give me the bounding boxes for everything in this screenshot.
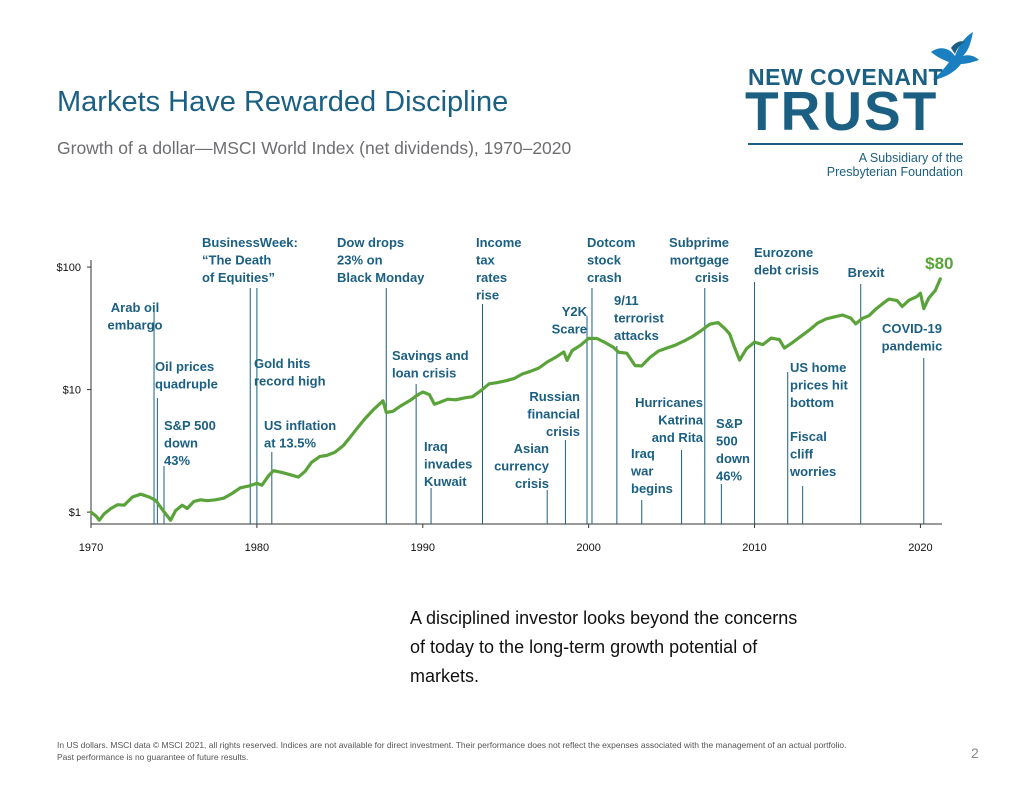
annotation-label: Eurozone: [754, 245, 813, 260]
annotation-label: Y2K: [562, 304, 588, 319]
logo-name-top: NEW COVENANT: [748, 64, 944, 90]
annotation-label: attacks: [614, 328, 659, 343]
footnote-line-1: In US dollars. MSCI data © MSCI 2021, al…: [57, 740, 847, 750]
y-tick-label: $10: [63, 385, 81, 397]
annotation-label: COVID-19: [882, 321, 942, 336]
logo-tagline-2: Presbyterian Foundation: [826, 165, 963, 180]
annotation-label: tax: [476, 253, 496, 268]
page-subtitle: Growth of a dollar—MSCI World Index (net…: [57, 138, 572, 158]
annotation-label: Black Monday: [337, 270, 425, 285]
annotation-label: Dow drops: [337, 235, 404, 250]
annotation-label: 43%: [164, 453, 190, 468]
annotation-label: of Equities”: [202, 270, 275, 285]
logo-tagline: A Subsidiary of the Presbyterian Foundat…: [827, 151, 963, 180]
annotation-label: US home: [790, 360, 846, 375]
annotation-label: terrorist: [614, 311, 665, 326]
annotation-label: Russian: [529, 389, 580, 404]
growth-line: [89, 277, 942, 522]
annotation-label: 500: [716, 434, 738, 449]
annotation-label: crisis: [515, 476, 549, 491]
annotation-label: down: [716, 451, 750, 466]
end-value-label: $80: [925, 254, 953, 273]
annotation-label: bottom: [790, 395, 834, 410]
y-tick-label: $100: [57, 262, 81, 274]
annotation-label: cliff: [790, 447, 814, 462]
annotation-label: Asian: [514, 441, 549, 456]
annotation-label: at 13.5%: [264, 436, 316, 451]
x-tick-label: 2000: [576, 542, 600, 554]
footnote: In US dollars. MSCI data © MSCI 2021, al…: [57, 739, 846, 763]
logo-divider: [748, 143, 963, 145]
annotation-label: Gold hits: [254, 356, 310, 371]
annotation-label: and Rita: [652, 430, 704, 445]
annotation-label: crisis: [695, 270, 729, 285]
annotation-label: stock: [587, 253, 622, 268]
annotation-label: war: [630, 464, 653, 479]
annotation-label: Oil prices: [155, 359, 214, 374]
annotation-label: quadruple: [155, 377, 218, 392]
annotation-label: mortgage: [670, 253, 729, 268]
annotation-label: Katrina: [658, 413, 704, 428]
annotation-label: “The Death: [202, 253, 271, 268]
annotation-label: US inflation: [264, 418, 336, 433]
annotation-label: Income: [476, 235, 522, 250]
annotation-label: Scare: [552, 322, 587, 337]
y-tick-label: $1: [69, 507, 81, 519]
page-number: 2: [971, 745, 979, 761]
annotation-label: currency: [494, 459, 550, 474]
discipline-quote: A disciplined investor looks beyond the …: [410, 608, 798, 686]
x-tick-label: 2020: [908, 542, 932, 554]
annotation-label: S&P: [716, 416, 743, 431]
annotation-label: embargo: [108, 318, 163, 333]
x-tick-label: 1980: [245, 542, 269, 554]
logo-name-main: TRUST: [745, 80, 939, 142]
brand-logo: NEW COVENANT TRUST A Subsidiary of the P…: [745, 26, 985, 186]
page-title: Markets Have Rewarded Discipline: [57, 86, 509, 118]
annotation-label: Dotcom: [587, 235, 635, 250]
footnote-line-2: Past performance is no guarantee of futu…: [57, 752, 249, 762]
annotation-label: 46%: [716, 469, 742, 484]
logo-tagline-1: A Subsidiary of the: [858, 151, 963, 165]
annotation-label: loan crisis: [392, 366, 456, 381]
annotation-label: BusinessWeek:: [202, 235, 298, 250]
annotation-label: rates: [476, 270, 507, 285]
annotation-label: debt crisis: [754, 263, 819, 278]
annotation-label: S&P 500: [164, 418, 216, 433]
annotation-label: Arab oil: [111, 300, 159, 315]
x-tick-label: 2010: [742, 542, 766, 554]
annotation-label: record high: [254, 374, 326, 389]
annotation-label: Subprime: [669, 235, 729, 250]
x-tick-label: 1970: [79, 542, 103, 554]
growth-chart: $1 $10 $100 1970 1980 1990 2000 2010 2020 Arab oi…: [57, 235, 954, 554]
annotation-label: crisis: [546, 424, 580, 439]
annotation-label: 9/11: [614, 293, 639, 308]
annotation-label: financial: [527, 407, 580, 422]
annotation-label: Iraq: [424, 439, 448, 454]
annotation-label: crash: [587, 270, 622, 285]
annotation-label: begins: [631, 481, 673, 496]
annotation-label: down: [164, 436, 198, 451]
annotation-label: rise: [476, 288, 499, 303]
dove-icon: [931, 32, 979, 80]
annotation-label: Hurricanes: [635, 395, 703, 410]
annotation-label: prices hit: [790, 378, 848, 393]
annotation-label: Savings and: [392, 348, 469, 363]
annotation-label: 23% on: [337, 253, 383, 268]
annotation-label: pandemic: [882, 339, 943, 354]
annotation-label: invades: [424, 457, 472, 472]
annotation-label: Kuwait: [424, 474, 467, 489]
x-tick-label: 1990: [411, 542, 435, 554]
annotation-label: Brexit: [848, 265, 886, 280]
annotation-label: worries: [789, 464, 836, 479]
annotation-label: Iraq: [631, 446, 655, 461]
annotation-label: Fiscal: [790, 429, 827, 444]
